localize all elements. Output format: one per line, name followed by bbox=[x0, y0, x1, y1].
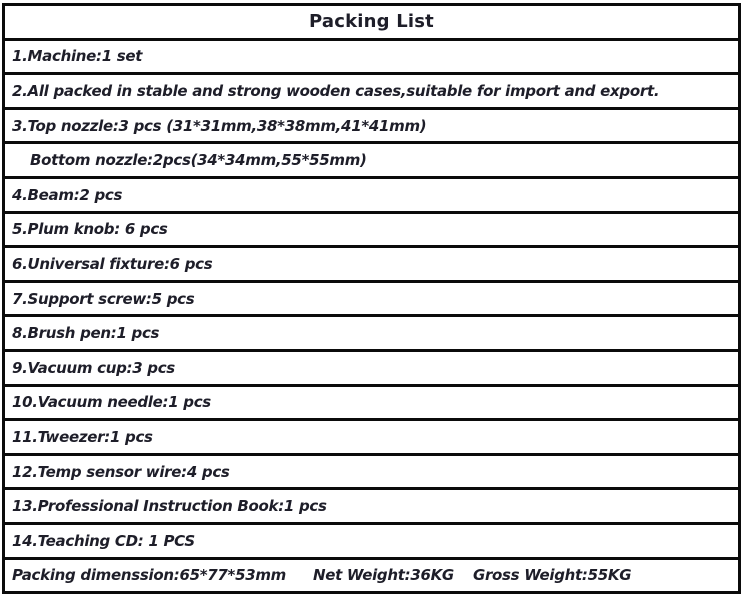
table-row: 8.Brush pen:1 pcs bbox=[5, 317, 738, 352]
row-text: 9.Vacuum cup:3 pcs bbox=[12, 358, 175, 377]
row-text: 10.Vacuum needle:1 pcs bbox=[12, 393, 211, 412]
row-text: 3.Top nozzle:3 pcs (31*31mm,38*38mm,41*4… bbox=[12, 116, 427, 135]
table-row: 14.Teaching CD: 1 PCS bbox=[5, 525, 738, 560]
row-text: Bottom nozzle:2pcs(34*34mm,55*55mm) bbox=[30, 151, 367, 170]
table-row: 4.Beam:2 pcs bbox=[5, 179, 738, 214]
row-text: 14.Teaching CD: 1 PCS bbox=[12, 531, 195, 550]
gross-weight-text: Gross Weight:55KG bbox=[472, 566, 632, 585]
table-row: 3.Top nozzle:3 pcs (31*31mm,38*38mm,41*4… bbox=[5, 110, 738, 145]
row-text: 7.Support screw:5 pcs bbox=[12, 289, 195, 308]
row-text: 11.Tweezer:1 pcs bbox=[12, 427, 153, 446]
row-text: 12.Temp sensor wire:4 pcs bbox=[12, 462, 230, 481]
row-text: 8.Brush pen:1 pcs bbox=[12, 324, 160, 343]
table-row: 1.Machine:1 set bbox=[5, 41, 738, 76]
table-row: 7.Support screw:5 pcs bbox=[5, 283, 738, 318]
table-row: Bottom nozzle:2pcs(34*34mm,55*55mm) bbox=[5, 144, 738, 179]
packing-dimension-text: Packing dimenssion:65*77*53mm bbox=[12, 566, 287, 585]
row-text: 4.Beam:2 pcs bbox=[12, 185, 123, 204]
table-title: Packing List bbox=[309, 11, 434, 33]
table-row: 10.Vacuum needle:1 pcs bbox=[5, 387, 738, 422]
row-text: 2.All packed in stable and strong wooden… bbox=[12, 81, 660, 100]
table-title-row: Packing List bbox=[5, 6, 738, 41]
table-row: 2.All packed in stable and strong wooden… bbox=[5, 75, 738, 110]
packing-list-table: Packing List 1.Machine:1 set 2.All packed… bbox=[2, 3, 741, 594]
row-text: 1.Machine:1 set bbox=[12, 47, 143, 66]
row-text: 6.Universal fixture:6 pcs bbox=[12, 254, 213, 273]
table-row: 6.Universal fixture:6 pcs bbox=[5, 248, 738, 283]
table-row: 11.Tweezer:1 pcs bbox=[5, 421, 738, 456]
row-text: 13.Professional Instruction Book:1 pcs bbox=[12, 497, 327, 516]
table-row: 5.Plum knob: 6 pcs bbox=[5, 214, 738, 249]
table-row: 9.Vacuum cup:3 pcs bbox=[5, 352, 738, 387]
table-footer-row: Packing dimenssion:65*77*53mm Net Weight… bbox=[5, 560, 738, 592]
table-row: 13.Professional Instruction Book:1 pcs bbox=[5, 490, 738, 525]
net-weight-text: Net Weight:36KG bbox=[313, 566, 454, 585]
table-row: 12.Temp sensor wire:4 pcs bbox=[5, 456, 738, 491]
row-text: 5.Plum knob: 6 pcs bbox=[12, 220, 168, 239]
